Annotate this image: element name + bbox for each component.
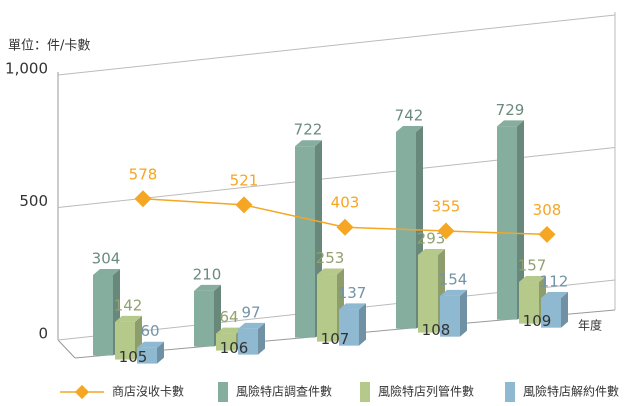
bar-top: [418, 248, 445, 255]
legend-label: 商店沒收卡數: [112, 384, 184, 399]
legend-label: 風險特店解約件數: [523, 384, 619, 399]
bar-side: [561, 292, 568, 328]
value-label: 253: [316, 249, 345, 267]
bar-top: [519, 276, 546, 283]
bar-top: [541, 292, 568, 299]
bar-top: [238, 322, 265, 329]
x-tick-label: 109: [523, 312, 552, 330]
line-marker: [134, 190, 152, 208]
bar: [440, 289, 467, 337]
value-label: 304: [92, 249, 121, 267]
bar-front: [339, 309, 359, 346]
bar-front: [396, 131, 416, 329]
bar-front: [541, 298, 561, 328]
value-label: 355: [432, 197, 461, 215]
bar-top: [497, 120, 524, 127]
x-tick-label: 107: [321, 330, 350, 348]
legend-label: 風險特店列管件數: [378, 384, 474, 399]
x-tick-label: 106: [220, 339, 249, 357]
value-label: 97: [241, 303, 260, 321]
bar-top: [137, 341, 164, 348]
bar: [339, 303, 366, 346]
value-label: 729: [496, 101, 525, 119]
bar: [497, 120, 524, 320]
bar: [238, 322, 265, 355]
bar-top: [317, 268, 344, 275]
unit-label: 單位：件/卡數: [8, 39, 90, 54]
bar: [541, 292, 568, 328]
bar-front: [295, 146, 315, 338]
value-label: 403: [331, 194, 360, 212]
bar: [317, 268, 344, 342]
line-marker: [336, 218, 354, 236]
bar-front: [137, 347, 157, 364]
value-label: 157: [518, 257, 547, 275]
bar-top: [216, 327, 243, 334]
bar-top: [295, 140, 322, 147]
bar-front: [418, 254, 438, 333]
x-tick-label: 105: [119, 348, 148, 366]
y-tick-label: 500: [19, 192, 48, 210]
bar-top: [194, 284, 221, 291]
legend-swatch: [74, 384, 90, 400]
value-label: 578: [129, 165, 158, 183]
line-marker: [235, 196, 253, 214]
legend-swatch: [360, 382, 370, 402]
grid-line: [57, 14, 616, 76]
bar-front: [497, 126, 517, 320]
bar-front: [115, 321, 135, 360]
legend-swatch: [505, 382, 515, 402]
value-label: 154: [439, 270, 468, 288]
bar-front: [317, 274, 337, 342]
y-tick-label: 0: [38, 325, 48, 343]
bar: [137, 341, 164, 364]
bar-side: [517, 120, 524, 320]
value-label: 293: [417, 229, 446, 247]
axis-line: [57, 339, 76, 359]
value-label: 308: [533, 201, 562, 219]
value-label: 137: [338, 284, 367, 302]
bar-side: [460, 289, 467, 337]
value-label: 142: [114, 296, 143, 314]
bar: [115, 315, 142, 360]
value-label: 64: [219, 308, 238, 326]
value-label: 60: [140, 322, 159, 340]
y-tick-label: 1,000: [5, 60, 48, 78]
bar-top: [339, 303, 366, 310]
bar-front: [440, 295, 460, 337]
line-marker: [538, 225, 556, 243]
bar-top: [396, 125, 423, 132]
bar-top: [115, 315, 142, 322]
bar-side: [258, 322, 265, 355]
bar-front: [93, 274, 113, 356]
legend-label: 風險特店調查件數: [236, 384, 332, 399]
value-label: 112: [540, 273, 569, 291]
legend-swatch: [218, 382, 228, 402]
bar-front: [519, 282, 539, 324]
bar-side: [359, 303, 366, 346]
line-marker: [437, 222, 455, 240]
x-tick-label: 108: [422, 321, 451, 339]
value-label: 742: [395, 106, 424, 124]
bar-side: [157, 341, 164, 364]
value-label: 210: [193, 265, 222, 283]
bar-top: [440, 289, 467, 296]
bar-front: [194, 290, 214, 347]
x-axis-label: 年度: [578, 318, 602, 333]
bar-top: [93, 268, 120, 275]
bar-front: [238, 328, 258, 355]
bar-front: [216, 333, 236, 351]
value-label: 521: [230, 171, 259, 189]
value-label: 722: [294, 121, 323, 139]
